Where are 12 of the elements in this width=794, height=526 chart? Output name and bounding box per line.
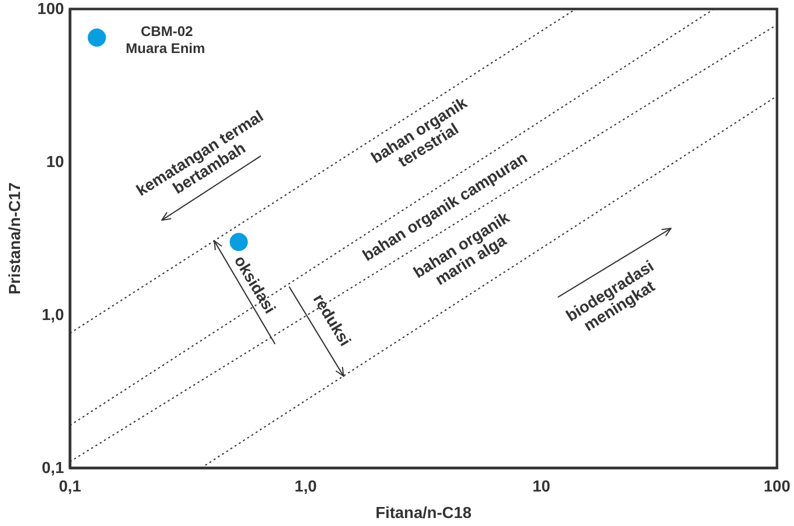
y-tick-label: 100 — [37, 1, 64, 18]
y-axis-title: Pristana/n-C17 — [7, 182, 24, 295]
x-axis-title: Fitana/n-C18 — [375, 505, 472, 522]
x-tick-label: 100 — [764, 478, 790, 496]
y-tick-label: 1,0 — [42, 307, 64, 324]
x-tick-label: 1,0 — [294, 478, 317, 496]
annotation: CBM-02 — [140, 22, 194, 39]
x-tick-label: 0,1 — [58, 478, 82, 496]
x-tick-label: 10 — [532, 478, 550, 496]
y-tick-label: 10 — [46, 154, 64, 172]
y-tick-label: 0,1 — [42, 460, 64, 478]
annotation: Muara Enim — [126, 40, 206, 56]
